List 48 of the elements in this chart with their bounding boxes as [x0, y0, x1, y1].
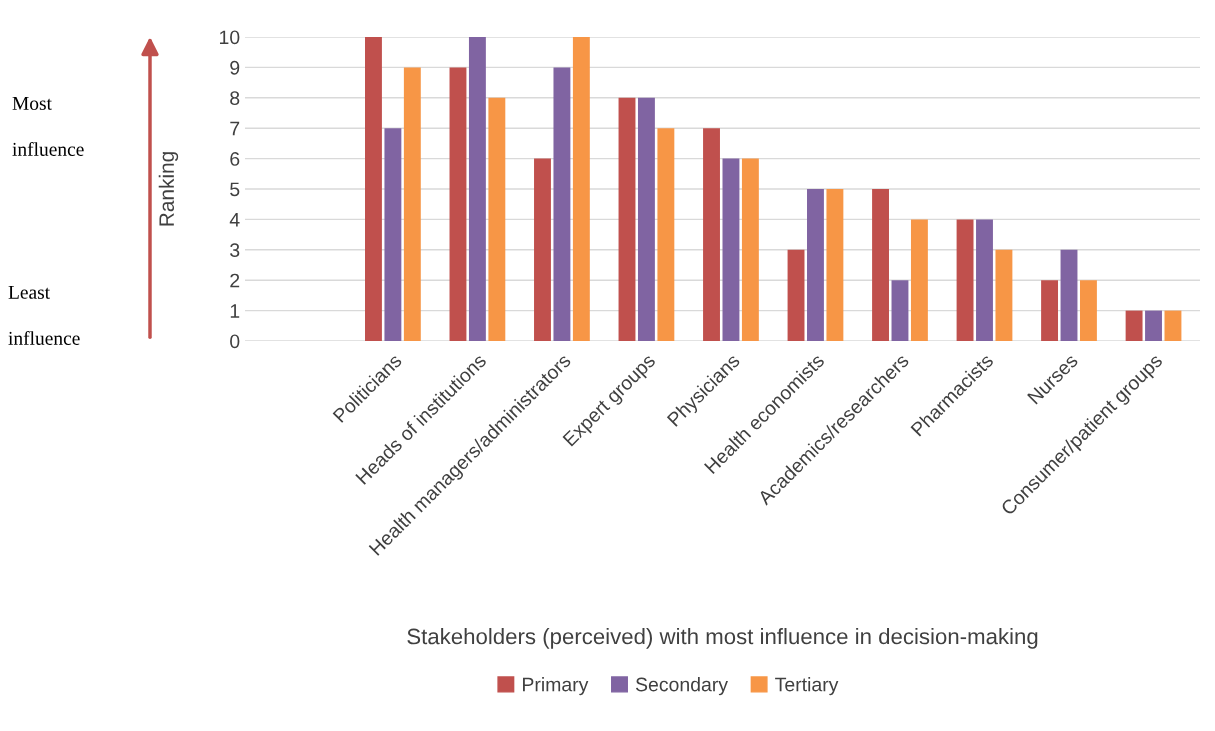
text: Least influence	[8, 285, 80, 345]
y-tick-label: 2	[230, 273, 240, 288]
bar	[807, 189, 824, 341]
bar	[657, 128, 675, 341]
text: Most influence	[12, 96, 84, 156]
bar	[1041, 280, 1059, 341]
bar	[1164, 310, 1182, 341]
bar	[1079, 280, 1097, 341]
bar	[956, 219, 974, 341]
bar	[910, 219, 928, 341]
bar	[488, 97, 506, 341]
legend-label: Primary	[523, 677, 589, 696]
bar	[403, 67, 421, 341]
bar	[722, 158, 740, 341]
y-tick-label: 6	[230, 152, 240, 166]
bar	[572, 37, 590, 341]
bar	[1060, 249, 1078, 341]
bar	[1125, 310, 1143, 341]
bar	[468, 37, 486, 341]
bar	[449, 67, 467, 341]
y-axis-title: Ranking	[158, 152, 179, 226]
y-tick-label: 10	[220, 30, 240, 45]
bar	[637, 97, 655, 341]
bar	[872, 189, 889, 341]
y-tick-label: 8	[230, 91, 240, 106]
bar	[787, 249, 805, 341]
bar	[741, 158, 759, 341]
x-axis-title: Stakeholders (perceived) with most influence in decision-making	[407, 628, 1038, 649]
bar	[976, 219, 993, 341]
y-tick-label: 0	[230, 334, 240, 349]
legend-label: Tertiary	[775, 677, 839, 696]
bar	[365, 37, 382, 341]
bar	[553, 67, 571, 341]
bar	[826, 189, 844, 341]
bar	[1145, 310, 1162, 341]
bar	[534, 158, 551, 341]
bar	[995, 249, 1013, 341]
y-tick-label: 1	[230, 304, 240, 318]
bar	[384, 128, 402, 341]
bar	[703, 128, 720, 341]
bar	[618, 97, 636, 341]
y-tick-label: 9	[230, 60, 240, 75]
bar	[891, 280, 909, 341]
y-tick-label: 3	[230, 243, 240, 258]
y-tick-label: 4	[229, 213, 240, 227]
legend-label: Secondary	[635, 677, 728, 696]
y-tick-label: 5	[230, 182, 240, 197]
y-tick-label: 7	[230, 121, 240, 136]
